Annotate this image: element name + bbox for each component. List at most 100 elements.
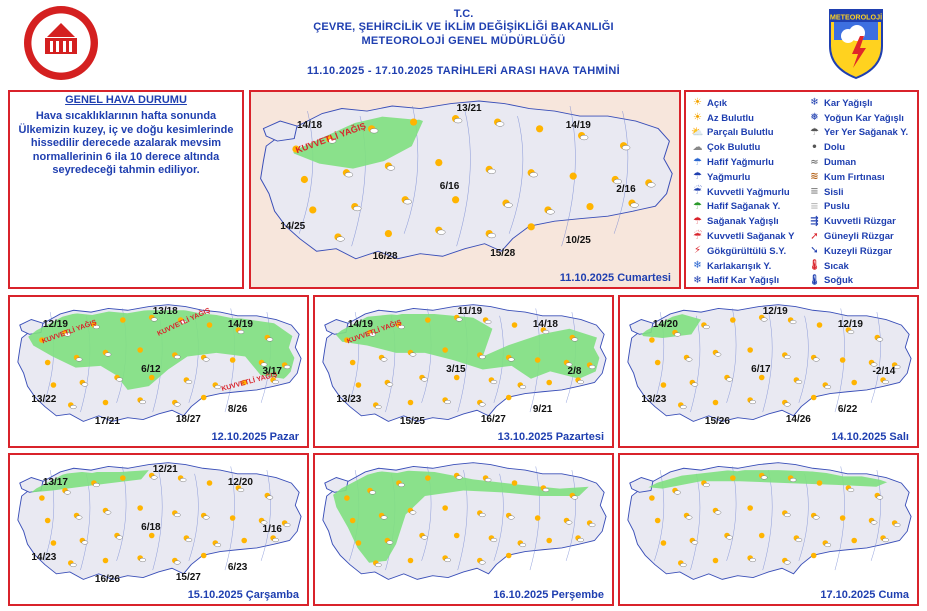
sun-icon bbox=[654, 359, 661, 366]
partly-cloudy-icon bbox=[378, 354, 388, 362]
partly-cloudy-icon bbox=[672, 487, 681, 495]
legend-item: ❄ Hafif Kar Yağışlı bbox=[691, 274, 794, 287]
temperature-label: 6/23 bbox=[227, 561, 248, 573]
sun-icon bbox=[442, 347, 448, 353]
turkey-outline bbox=[17, 462, 302, 580]
thunderstorm-icon: ⚡ bbox=[693, 245, 702, 257]
general-weather-title: GENEL HAVA DURUMU bbox=[65, 94, 187, 106]
forecast-map-day-6: 16.10.2025 Perşembe bbox=[313, 453, 614, 606]
partly-cloudy-icon bbox=[264, 334, 274, 342]
legend-label: Kar Yağışlı bbox=[824, 97, 873, 109]
sun-icon bbox=[453, 374, 460, 381]
partly-cloudy-icon bbox=[407, 507, 417, 515]
partly-cloudy-icon bbox=[368, 125, 379, 134]
turkey-map bbox=[620, 455, 917, 604]
sun-icon bbox=[344, 495, 350, 501]
sun-icon bbox=[200, 394, 207, 401]
partly-cloudy-icon bbox=[810, 354, 820, 362]
forecast-date-label: 16.10.2025 Perşembe bbox=[493, 589, 604, 601]
partly-cloudy-icon bbox=[517, 382, 527, 390]
shower-icon: ☂ bbox=[693, 215, 702, 227]
rain-area bbox=[330, 313, 600, 379]
ministry-seal-logo bbox=[24, 6, 98, 80]
smoke-icon: ≈ bbox=[810, 156, 819, 168]
legend-item: ☂ Hafif Yağmurlu bbox=[691, 155, 794, 170]
sun-icon bbox=[452, 196, 460, 204]
partly-cloudy-icon bbox=[102, 507, 112, 515]
partly-cloudy-icon bbox=[569, 492, 579, 500]
partly-cloudy-icon bbox=[200, 512, 210, 520]
sun-icon bbox=[355, 540, 362, 546]
temperature-label: 16/27 bbox=[480, 413, 506, 425]
legend-item: ☂ Sağanak Yağışlı bbox=[691, 214, 794, 229]
sandstorm-icon: ≋ bbox=[810, 171, 819, 183]
partly-cloudy-icon bbox=[270, 377, 279, 385]
forecast-date-label: 17.10.2025 Cuma bbox=[820, 589, 909, 601]
partly-cloudy-icon bbox=[689, 537, 699, 545]
sun-icon: ☀ bbox=[693, 97, 702, 109]
sun-icon bbox=[50, 382, 57, 388]
partly-cloudy-icon bbox=[68, 402, 77, 410]
turkey-map bbox=[620, 297, 917, 446]
sun-icon bbox=[839, 515, 846, 521]
partly-cloudy-icon bbox=[281, 520, 291, 528]
partly-cloudy-icon bbox=[453, 314, 463, 322]
partly-cloudy-icon bbox=[563, 517, 573, 525]
partly-cloudy-icon bbox=[435, 226, 446, 235]
sun-icon bbox=[425, 475, 431, 481]
partly-cloudy-icon bbox=[114, 532, 123, 540]
temperature-label: 14/18 bbox=[532, 318, 558, 330]
partly-cloudy-icon bbox=[79, 379, 89, 387]
light-snow-icon: ❄ bbox=[693, 274, 702, 286]
temperature-label: 10/25 bbox=[565, 234, 591, 246]
partly-cloudy-icon bbox=[569, 334, 579, 342]
map-geometry bbox=[17, 462, 302, 580]
partly-cloudy-icon bbox=[712, 507, 722, 515]
partly-cloudy-icon bbox=[477, 352, 486, 360]
sun-icon bbox=[229, 515, 236, 521]
partly-cloudy-icon bbox=[258, 359, 268, 367]
building-icon bbox=[45, 23, 77, 54]
partly-cloudy-icon bbox=[367, 329, 376, 337]
sun-icon bbox=[410, 118, 418, 126]
temperature-label: 14/18 bbox=[297, 119, 323, 131]
hail-icon: • bbox=[811, 141, 818, 153]
temperature-label: 14/19 bbox=[227, 318, 253, 330]
partly-cloudy-icon bbox=[270, 535, 279, 543]
region-border-line bbox=[260, 470, 271, 561]
partly-cloudy-icon bbox=[782, 399, 791, 407]
sun-icon bbox=[442, 505, 448, 511]
legend-item: ☔ Kuvvetli Yağmurlu bbox=[691, 185, 794, 200]
partly-cloudy-icon bbox=[586, 362, 596, 370]
legend-label: Güneyli Rüzgar bbox=[824, 231, 894, 243]
legend-label: Hafif Kar Yağışlı bbox=[707, 275, 780, 287]
partly-cloudy-icon bbox=[701, 322, 710, 330]
region-border-line bbox=[456, 110, 471, 247]
legend-label: Parçalı Bulutlu bbox=[707, 127, 774, 139]
sun-icon bbox=[758, 374, 765, 381]
legend-item: ⚡ Gökgürültülü S.Y. bbox=[691, 244, 794, 259]
partly-cloudy-icon bbox=[137, 555, 146, 563]
partly-cloudy-icon bbox=[689, 379, 699, 387]
partly-cloudy-icon bbox=[758, 472, 768, 480]
cloudy-icon: ☁ bbox=[692, 141, 703, 153]
region-border-line bbox=[690, 473, 701, 571]
legend-item: ☂ Yer Yer Sağanak Y. bbox=[808, 126, 908, 141]
fog-icon: ≡ bbox=[810, 186, 819, 198]
legend-label: Sağanak Yağışlı bbox=[707, 216, 779, 228]
forecast-date-label: 12.10.2025 Pazar bbox=[211, 431, 299, 443]
forecast-map-day-2: KUVVETLİ YAĞIŞ KUVVETLİ YAĞIŞ KUVVETLİ YAĞ… bbox=[8, 295, 309, 448]
partly-cloudy-icon bbox=[485, 165, 496, 174]
temperature-label: 2/16 bbox=[616, 183, 636, 195]
region-border-line bbox=[613, 110, 629, 234]
partly-cloudy-icon bbox=[527, 169, 538, 178]
forecast-date-label: 15.10.2025 Çarşamba bbox=[187, 589, 299, 601]
sun-icon bbox=[120, 475, 126, 481]
partly-cloudy-icon bbox=[782, 510, 791, 518]
partly-cloudy-icon bbox=[384, 379, 394, 387]
partly-cloudy-icon bbox=[586, 520, 596, 528]
partly-cloudy-icon bbox=[177, 317, 187, 325]
general-weather-panel: GENEL HAVA DURUMU Hava sıcaklıklarının h… bbox=[8, 90, 244, 289]
partly-cloudy-icon bbox=[172, 510, 181, 518]
partly-cloudy-icon bbox=[874, 492, 884, 500]
